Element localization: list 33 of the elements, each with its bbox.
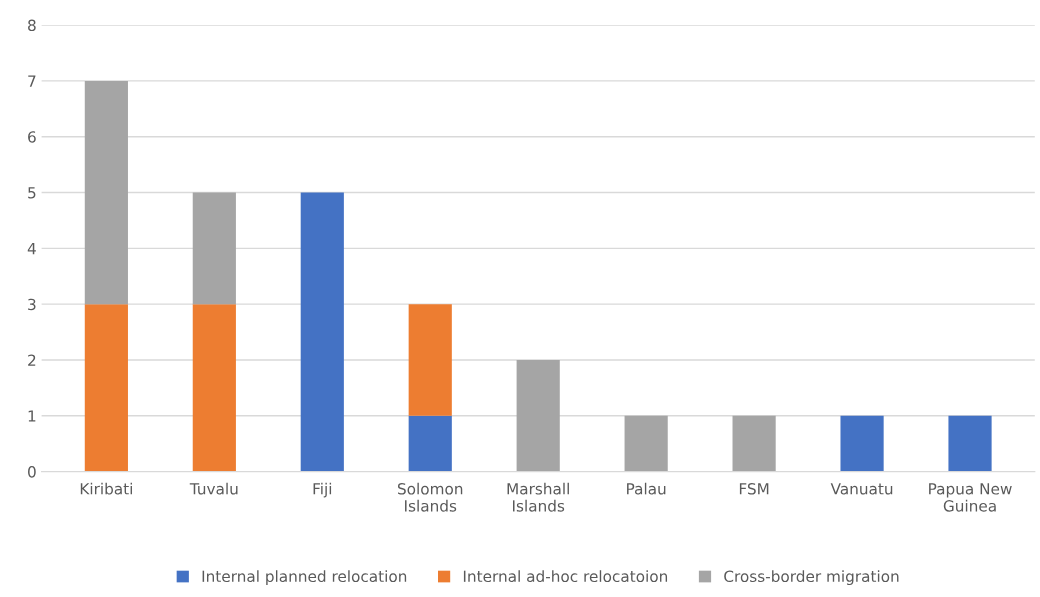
bar: [840, 415, 884, 472]
legend-label: Internal ad-hoc relocatoion: [463, 570, 668, 583]
legend-label: Internal planned relocation: [202, 570, 407, 586]
x-tick-label: Papua New Guinea: [929, 483, 1012, 512]
bar: [408, 304, 452, 416]
x-tick-label: Palau: [627, 482, 666, 495]
bar: [516, 359, 560, 472]
bar: [732, 415, 776, 472]
y-tick-label: 1: [28, 410, 36, 422]
legend-label: Cross-border migration: [724, 570, 899, 586]
bar: [624, 415, 668, 472]
x-tick-label: Marshall Islands: [507, 482, 569, 512]
bar: [408, 415, 452, 472]
y-tick-label: 7: [28, 75, 36, 87]
bar: [300, 192, 344, 472]
x-tick-label: Fiji: [313, 482, 332, 498]
y-tick-label: 0: [28, 466, 36, 478]
y-tick-label: 2: [28, 354, 36, 366]
bar: [84, 304, 128, 472]
x-tick-label: Solomon Islands: [397, 482, 463, 512]
y-tick-label: 4: [27, 243, 36, 255]
x-tick-label: Vanuatu: [830, 483, 893, 495]
x-tick-label: Tuvalu: [189, 482, 238, 495]
y-tick-label: 5: [28, 187, 36, 199]
y-tick-label: 8: [28, 19, 36, 32]
x-tick-label: FSM: [739, 483, 769, 495]
bar: [948, 415, 992, 472]
bar: [192, 192, 236, 305]
y-tick-label: 6: [28, 131, 36, 143]
y-tick-label: 3: [28, 298, 36, 311]
bar: [192, 304, 236, 472]
bar: [84, 80, 128, 305]
x-tick-label: Kiribati: [80, 482, 132, 495]
